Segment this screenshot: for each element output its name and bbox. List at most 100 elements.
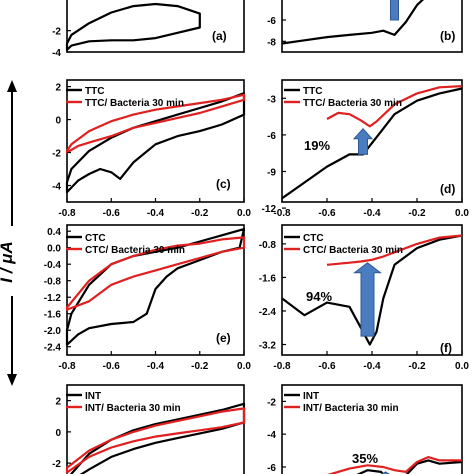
panel-e-series-ctc-bacteria-30-min-line	[65, 236, 246, 311]
panel-e-ytick-label: -2.4	[44, 343, 62, 354]
panel-c-ytick-label: -4	[52, 182, 61, 193]
panel-f-legend-label: CTC	[303, 233, 324, 244]
panel-g-legend-label: INT	[85, 391, 101, 402]
panel-f-series-ctc-bacteria-30-min-line	[326, 234, 463, 266]
panel-c-xtick-label: -0.2	[191, 208, 209, 219]
panel-e-legend-label: CTC	[85, 233, 106, 244]
panel-f-xtick-label: -0.8	[273, 361, 291, 372]
y-axis-arrow-down-head	[7, 374, 17, 386]
panel-c-letter: (c)	[216, 177, 231, 191]
panel-d-xtick-label: -0.8	[273, 208, 291, 219]
panel-h-percent-label: 35%	[352, 451, 378, 466]
panel-f-xtick-label: -0.6	[318, 361, 336, 372]
panel-d-legend-label: TTC	[303, 86, 322, 97]
panel-d-series-ttc-line	[281, 87, 463, 200]
panel-g-legend-label: INT/ Bacteria 30 min	[85, 403, 181, 414]
panel-e-xtick-label: -0.4	[147, 361, 165, 372]
panel-g-series-int-bacteria-30-min-line	[65, 407, 246, 474]
panel-d-letter: (d)	[440, 182, 455, 196]
y-axis-title: I / μA	[0, 80, 17, 386]
panel-c-ytick-label: -2	[52, 149, 61, 160]
panel-c-ytick-label: 2	[55, 83, 61, 94]
panel-d-ytick-label: -3	[267, 94, 276, 105]
panel-g-series-int-line	[69, 402, 246, 474]
panel-d-decrease-arrow	[352, 128, 374, 155]
panel-f-ytick-label: -2.4	[259, 307, 277, 318]
panel-g-frame	[66, 384, 245, 474]
y-axis-arrow-up-head	[7, 80, 17, 92]
panel-e-ytick-label: 0.0	[47, 244, 61, 255]
panel-h-ytick-label: -2	[267, 397, 276, 408]
y-axis-label: I / μA	[0, 241, 16, 282]
panel-d-ytick-label: -9	[267, 168, 276, 179]
panel-f-xtick-label: -0.4	[363, 361, 381, 372]
panel-d-series-ttc-bacteria-30-min-line	[326, 85, 463, 128]
panel-c-legend-label: TTC/ Bacteria 30 min	[85, 98, 184, 109]
panel-c-xtick-label: -0.6	[103, 208, 121, 219]
panel-b-ytick-label: -8	[267, 37, 276, 48]
panel-d-xtick-label: -0.2	[408, 208, 426, 219]
panel-d-xtick-label: -0.6	[318, 208, 336, 219]
panel-g-ytick-label: 2	[55, 397, 61, 408]
panel-f: -0.8 -1.6 -2.4 -3.2 -0.8 -0.6 -0.4 -0.2 0.0 CTCCT…	[259, 224, 469, 372]
panel-e-xtick-label: -0.6	[103, 361, 121, 372]
panel-e: 0.4 0.0 -0.4 -0.8 -1.2 -1.6 -2.0 -2.4 -0.8 -0.6 -0…	[44, 224, 251, 372]
panel-c-xtick-label: -0.8	[58, 208, 76, 219]
panel-e-ytick-label: -1.6	[44, 310, 62, 321]
panel-b-ytick-label: -6	[267, 16, 276, 27]
panel-f-series-ctc-line	[281, 234, 463, 346]
panel-f-ytick-label: -3.2	[259, 341, 277, 352]
panel-a-ytick-label: -4	[52, 48, 61, 59]
panel-a-frame	[66, 0, 245, 53]
panel-c-xtick-label: 0.0	[237, 208, 251, 219]
panel-h-legend-label: INT	[303, 391, 319, 402]
panel-e-ytick-label: -0.4	[44, 260, 62, 271]
panel-d-ytick-label: -12	[262, 204, 277, 215]
panel-e-letter: (e)	[216, 331, 231, 345]
panel-h-frame	[281, 384, 463, 474]
panel-f-xtick-label: -0.2	[408, 361, 426, 372]
panel-b-decrease-arrow	[390, 0, 399, 21]
panel-g-ytick-label: -2	[52, 459, 61, 470]
panel-h-series-int-bacteria-30-min-line	[327, 456, 462, 474]
panel-b-series-0-line	[281, 0, 424, 45]
panel-f-letter: (f)	[440, 341, 452, 355]
panel-h-legend-label: INT/ Bacteria 30 min	[303, 403, 399, 414]
panel-b-letter: (b)	[440, 29, 455, 43]
panel-h-ytick-label: -4	[267, 430, 276, 441]
panel-e-ytick-label: -1.2	[44, 293, 62, 304]
panel-f-legend-label: CTC/ Bacteria 30 min	[303, 245, 403, 256]
panel-c-series-ttc-bacteria-30-min-line	[65, 93, 246, 154]
panel-g-ytick-label: 0	[55, 428, 61, 439]
panel-h-ytick-label: -6	[267, 463, 276, 474]
panel-d-percent-label: 19%	[304, 138, 330, 153]
panel-d-ytick-label: -6	[267, 131, 276, 142]
panel-f-ytick-label: -0.8	[259, 240, 277, 251]
panel-c-legend-label: TTC	[85, 86, 104, 97]
panel-e-ytick-label: 0.4	[47, 227, 61, 238]
panel-f-decrease-arrow	[353, 262, 382, 337]
panel-d-xtick-label: -0.4	[363, 208, 381, 219]
panel-c-series-ttc-line	[65, 92, 246, 194]
panel-d-xtick-label: 0.0	[455, 208, 469, 219]
panel-e-xtick-label: -0.8	[58, 361, 76, 372]
panel-c-xtick-label: -0.4	[147, 208, 165, 219]
panel-h-series-int-line	[356, 459, 463, 474]
panel-e-xtick-label: -0.2	[191, 361, 209, 372]
panel-f-xtick-label: 0.0	[455, 361, 469, 372]
panel-b-frame	[281, 0, 463, 53]
panel-f-ytick-label: -1.6	[259, 273, 277, 284]
panel-e-ytick-label: -2.0	[44, 326, 62, 337]
panel-a-letter: (a)	[212, 29, 227, 43]
panel-e-xtick-label: 0.0	[237, 361, 251, 372]
panel-c-ytick-label: 0	[55, 116, 61, 127]
panel-a-series-0-line	[65, 2, 201, 52]
panel-a: -4 -2 (a)	[52, 0, 245, 59]
panel-h-decrease-arrow	[380, 471, 391, 474]
panel-d-legend-label: TTC/ Bacteria 30 min	[303, 98, 402, 109]
